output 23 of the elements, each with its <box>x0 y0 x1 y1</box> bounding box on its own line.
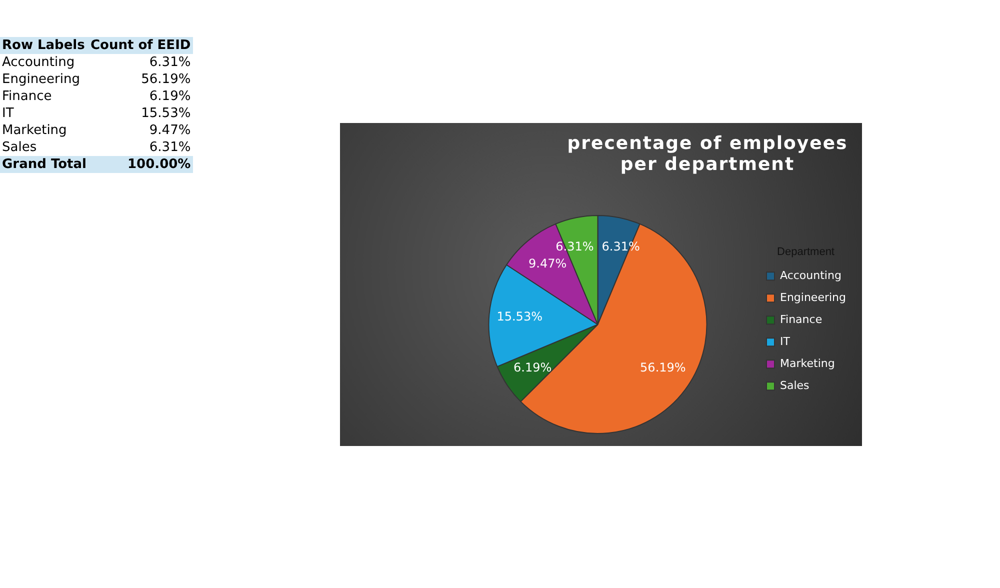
legend-label: Accounting <box>780 268 842 282</box>
text: 56.19% <box>141 72 191 87</box>
legend-label: Sales <box>780 378 810 392</box>
category-label: Sales <box>2 140 37 155</box>
category-label: IT <box>2 106 14 121</box>
category-label: Accounting <box>2 55 75 70</box>
text: 6.31% <box>149 140 191 155</box>
data-label: 9.47% <box>528 256 567 270</box>
legend-label: Marketing <box>780 356 835 370</box>
text: 9.47% <box>149 123 191 138</box>
category-label: Finance <box>2 89 52 104</box>
legend-label: Engineering <box>780 290 846 304</box>
chart-title: precentage of employees per department <box>566 133 849 175</box>
text: 6.31% <box>149 55 191 70</box>
text: 15.53% <box>141 106 191 121</box>
data-label: 15.53% <box>496 309 542 324</box>
category-label: Marketing <box>2 123 67 138</box>
text: 6.19% <box>149 89 191 104</box>
category-label: Engineering <box>2 72 80 87</box>
data-label: 56.19% <box>640 360 686 374</box>
data-label: 6.19% <box>514 360 552 374</box>
legend-label: IT <box>780 334 790 348</box>
legend-label: Finance <box>780 312 822 326</box>
